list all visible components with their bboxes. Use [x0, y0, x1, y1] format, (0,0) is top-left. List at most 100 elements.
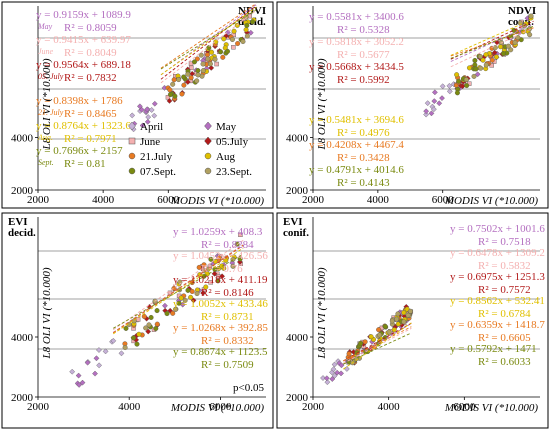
legend-label: June — [140, 136, 160, 148]
point-23.Sept. — [463, 77, 469, 83]
regression-r2: R² = 0.6605 — [478, 332, 531, 344]
point-May — [338, 370, 344, 377]
point-April — [423, 111, 429, 118]
trendline-21.July — [112, 244, 244, 334]
point-April — [446, 88, 453, 95]
point-April — [151, 112, 158, 119]
regression-r2: R² = 0.5832 — [478, 260, 531, 272]
point-07.Sept. — [172, 93, 178, 99]
regression-r2: R² = 0.4976 — [337, 127, 390, 139]
x-tick-label: 2000 — [302, 194, 325, 206]
regression-month-label: May — [37, 22, 53, 31]
x-axis-label: MODIS VI (*10.000) — [444, 195, 539, 207]
panel-title: EVI — [8, 216, 28, 228]
point-23.Sept. — [244, 33, 250, 39]
point-June — [214, 61, 219, 67]
legend-marker — [204, 121, 212, 131]
point-May — [428, 110, 435, 117]
y-axis-label: L8 OLI VI (*10.000) — [41, 267, 53, 359]
point-Aug — [498, 44, 504, 50]
point-23.Sept. — [182, 297, 188, 303]
regression-equation: y = 0.8562x + 532.41 — [450, 295, 545, 307]
point-07.Sept. — [472, 57, 478, 63]
point-June — [238, 232, 243, 238]
regression-equation: y = 0.5818x + 3052.2 — [309, 36, 404, 48]
point-23.Sept. — [170, 81, 176, 87]
y-tick-label: 4000 — [11, 332, 34, 344]
point-May — [144, 106, 151, 113]
regression-equation: y = 0.8764x + 1323.6 — [36, 120, 131, 132]
point-07.Sept. — [153, 326, 159, 332]
regression-equation: y = 0.4791x + 4014.6 — [309, 164, 404, 176]
point-23.Sept. — [198, 52, 204, 58]
point-23.Sept. — [478, 65, 484, 71]
point-May — [323, 375, 330, 382]
point-23.Sept. — [527, 32, 533, 38]
x-tick-label: 6000 — [453, 401, 476, 413]
point-June — [189, 65, 194, 71]
trendline-Aug — [112, 247, 244, 335]
point-05.July — [145, 328, 152, 335]
regression-r2: R² = 0.6033 — [478, 356, 531, 368]
point-07.Sept. — [218, 49, 224, 55]
y-tick-label: 2000 — [286, 185, 309, 197]
regression-month-label: 21. July — [38, 108, 64, 117]
panel-title: EVI — [283, 216, 303, 228]
trendline-05.July — [450, 20, 534, 60]
trendline-07.Sept. — [160, 9, 257, 70]
x-axis-label: MODIS VI (*10.000) — [170, 402, 265, 414]
significance-note: p<0.05 — [233, 382, 264, 394]
point-Aug — [203, 284, 209, 290]
point-April — [129, 112, 136, 119]
point-07.Sept. — [215, 278, 221, 284]
point-23.Sept. — [477, 54, 483, 60]
point-May — [144, 118, 151, 125]
regression-month-label: Aug. — [37, 133, 53, 142]
panel-frame — [276, 1, 549, 209]
point-21.July — [179, 91, 185, 97]
regression-equation: y = 0.9415x + 639.97 — [36, 34, 131, 46]
point-April — [102, 348, 109, 355]
point-May — [79, 379, 86, 386]
point-05.July — [208, 65, 215, 71]
regression-r2: R² = 0.7509 — [201, 359, 254, 371]
point-April — [439, 83, 446, 90]
point-07.Sept. — [195, 68, 201, 74]
point-Aug — [401, 310, 407, 316]
point-21.July — [196, 264, 202, 270]
point-07.Sept. — [500, 51, 506, 57]
point-May — [439, 95, 445, 101]
legend-marker — [204, 167, 212, 175]
point-21.July — [362, 339, 368, 345]
point-07.Sept. — [191, 59, 197, 65]
point-23.Sept. — [386, 329, 392, 335]
regression-equation: y = 0.5668x + 3434.5 — [309, 61, 404, 73]
point-April — [430, 106, 437, 113]
regression-r2: R² = 0.8465 — [64, 108, 117, 120]
regression-r2: R² = 0.8284 — [201, 239, 254, 251]
x-tick-label: 2000 — [27, 194, 50, 206]
point-Aug — [391, 327, 397, 333]
point-May — [432, 89, 438, 96]
point-07.Sept. — [456, 78, 462, 84]
legend-marker — [128, 121, 136, 131]
x-axis-label: MODIS VI (*10.000) — [170, 195, 265, 207]
point-23.Sept. — [143, 325, 149, 331]
point-June — [165, 95, 171, 100]
point-May — [76, 382, 82, 388]
point-Aug — [231, 28, 237, 34]
regression-equation: y = 0.5792x + 1471 — [450, 343, 537, 355]
point-23.Sept. — [207, 61, 213, 67]
regression-equation: y = 0.4208x + 4467.4 — [309, 139, 404, 151]
point-23.Sept. — [389, 318, 395, 324]
regression-r2: R² = 0.8731 — [201, 311, 254, 323]
point-April — [69, 368, 76, 375]
point-Aug — [493, 54, 499, 60]
regression-r2: R² = 0.76 — [201, 263, 243, 275]
legend-label: 21.July — [140, 151, 173, 163]
point-Aug — [368, 334, 374, 340]
point-21.July — [489, 57, 495, 63]
point-07.Sept. — [181, 74, 187, 80]
x-tick-label: 4000 — [367, 194, 390, 206]
regression-equation: y = 1.0259x + 408.3 — [173, 226, 263, 238]
